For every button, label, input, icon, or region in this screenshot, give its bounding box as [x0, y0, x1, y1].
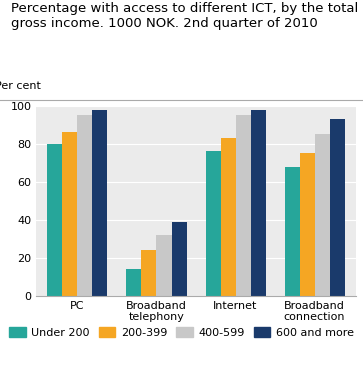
Bar [205, 151, 221, 296]
Bar [171, 222, 187, 296]
Bar [299, 153, 315, 296]
Bar [221, 138, 236, 296]
Bar [236, 115, 250, 296]
Bar [47, 144, 62, 296]
Bar [93, 110, 107, 296]
Text: Per cent: Per cent [0, 81, 41, 91]
Bar [330, 119, 345, 296]
Bar [62, 132, 77, 296]
Bar [315, 134, 330, 296]
Bar [285, 166, 299, 296]
Bar [142, 250, 156, 296]
Text: Percentage with access to different ICT, by the total
gross income. 1000 NOK. 2n: Percentage with access to different ICT,… [11, 2, 358, 30]
Bar [156, 235, 171, 296]
Bar [77, 115, 93, 296]
Bar [250, 110, 266, 296]
Legend: Under 200, 200-399, 400-599, 600 and more: Under 200, 200-399, 400-599, 600 and mor… [5, 322, 358, 342]
Bar [126, 269, 142, 296]
